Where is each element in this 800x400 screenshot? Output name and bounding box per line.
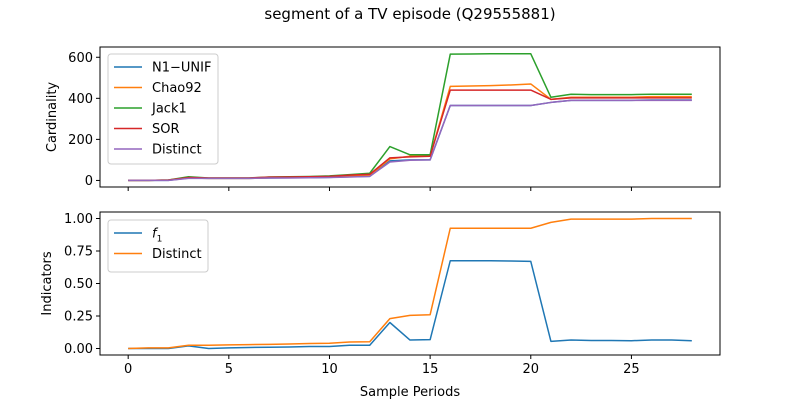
legend-label-text: Distinct [152,143,202,158]
legend-label: Distinct [152,143,202,158]
y-tick-label: 0.25 [64,310,93,325]
figure-title: segment of a TV episode (Q29555881) [264,5,555,23]
x-tick-label: 15 [422,362,439,377]
y-tick-label: 400 [68,92,93,107]
legend-label-text: f [152,227,159,242]
legend-label: Jack1 [151,102,187,117]
series-line-distinct [128,217,692,350]
legend-label-text: Chao92 [152,81,202,96]
panel-cardinality: 0 200 400 600 Cardinality N1−UNIF Chao92 Jack1 S… [45,46,721,191]
legend-label-text: Distinct [152,247,202,262]
y-axis-label: Cardinality [45,82,60,153]
legend: f1 Distinct [107,219,209,273]
axes-frame [99,46,721,188]
legend-box [107,219,209,273]
y-tick-label: 0.75 [64,245,93,260]
x-tick-label: 5 [225,362,233,377]
series-line-f [128,260,692,350]
y-tick-label: 600 [68,51,93,66]
panel-indicators: 0 5 10 15 20 25 0.00 0.25 0.50 0.75 1.00 Indicators… [40,211,721,400]
y-tick-label: 200 [68,133,93,148]
legend-label: Chao92 [152,81,202,96]
legend-label: f1 [152,227,162,245]
x-tick-label: 0 [124,362,132,377]
y-tick-label: 0 [85,174,93,189]
y-tick-label: 0.00 [64,342,93,357]
legend-label: SOR [152,122,180,137]
x-axis-label: Sample Periods [360,385,460,400]
legend-box [107,53,219,165]
legend-label-text: SOR [152,122,180,137]
y-tick-label: 1.00 [64,212,93,227]
x-tick-label: 25 [623,362,640,377]
y-axis-label: Indicators [40,251,55,315]
y-tick-label: 0.50 [64,277,93,292]
legend-label: N1−UNIF [152,61,211,76]
legend-label-subscript: 1 [157,235,163,245]
legend-label: Distinct [152,247,202,262]
x-tick-label: 20 [523,362,540,377]
series-line-distinct [128,99,692,182]
legend-label-text: Jack1 [151,102,187,117]
legend: N1−UNIF Chao92 Jack1 SOR Distinct [107,53,219,165]
x-tick-label: 10 [321,362,338,377]
legend-label-text: N1−UNIF [152,61,211,76]
